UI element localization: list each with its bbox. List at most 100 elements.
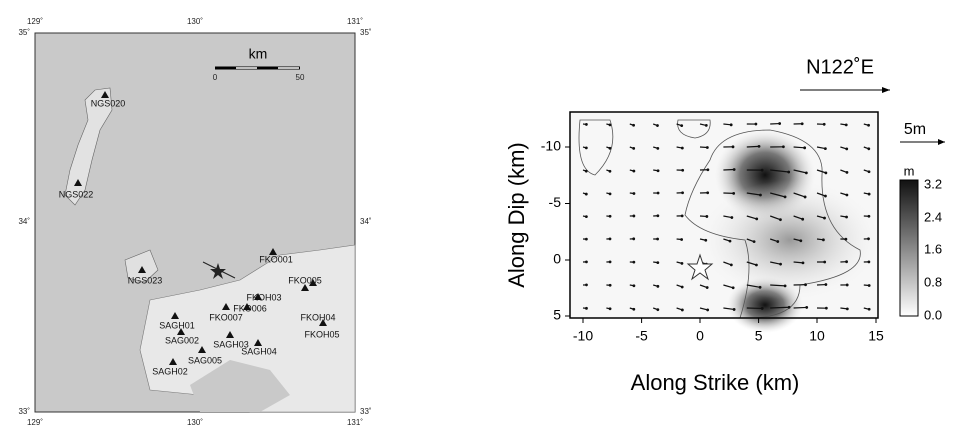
x-tick-label: -10 <box>573 328 593 344</box>
slip-vector-head <box>824 171 827 174</box>
slip-vector <box>723 169 734 170</box>
slip-vector-head <box>761 169 764 172</box>
map-panel: km 0 50 129˚ 130˚ 131˚ 129˚ 130˚ 131˚ 35… <box>18 17 371 427</box>
station-label: SAGH04 <box>241 346 277 356</box>
station-label: FKOH04 <box>300 312 335 322</box>
slip-vector-head <box>681 169 684 172</box>
slip-vector-head <box>656 124 659 127</box>
slip-vector-head <box>803 146 806 149</box>
slip-vector-head <box>609 215 612 218</box>
slip-vector-head <box>776 240 779 243</box>
slip-vector-head <box>681 286 684 289</box>
slip-vector-head <box>730 263 733 266</box>
y-axis-title: Along Dip (km) <box>504 142 529 287</box>
lon-label: 130˚ <box>187 418 203 427</box>
station-label: FKO007 <box>209 312 243 322</box>
slip-vector-head <box>609 284 612 287</box>
slip-vector-head <box>779 218 782 221</box>
scale-unit: km <box>249 46 268 62</box>
slip-vector-head <box>657 169 660 172</box>
slip-vector-head <box>867 260 870 263</box>
slip-vector-head <box>585 238 588 241</box>
slip-vector-head <box>868 170 871 173</box>
slip-vector-head <box>753 240 756 243</box>
lon-label: 131˚ <box>347 418 363 427</box>
slip-vector-head <box>823 261 826 264</box>
slip-vector-head <box>681 214 684 217</box>
slip-vector-head <box>585 284 588 287</box>
slip-vector-head <box>758 145 761 148</box>
slip-vector-head <box>824 195 827 198</box>
slip-vector-head <box>585 215 588 218</box>
slip-vector-head <box>681 147 684 150</box>
y-tick-label: -5 <box>549 194 562 210</box>
slip-vector-head <box>609 170 612 173</box>
slip-vector <box>794 307 807 308</box>
station-label: SAGH02 <box>152 366 188 376</box>
slip-vector-head <box>733 308 736 311</box>
slip-vector-head <box>585 307 588 310</box>
scale-label: 50 <box>296 73 305 82</box>
slip-vector-head <box>804 283 807 286</box>
slip-vector <box>794 147 805 148</box>
slip-vector-head <box>845 216 848 219</box>
slip-vector-head <box>729 240 732 243</box>
station-label: NGS023 <box>128 275 163 285</box>
slip-vector-head <box>761 307 764 310</box>
station-label: FKOH05 <box>304 329 339 339</box>
x-tick-label: 10 <box>809 328 825 344</box>
slip-vector-head <box>802 261 805 264</box>
slip-vector-head <box>681 262 684 265</box>
slip-vector-head <box>706 146 709 149</box>
slip-vector-head <box>804 196 807 199</box>
lon-label: 129˚ <box>27 17 43 26</box>
colorbar-label: 1.6 <box>924 241 942 256</box>
lat-label: 33˚ <box>360 407 372 416</box>
slip-vector-head <box>632 308 635 311</box>
slip-vector-head <box>823 217 826 220</box>
colorbar-unit: m <box>904 163 915 178</box>
slip-vector-head <box>656 285 659 288</box>
station-label: SAG002 <box>165 335 199 345</box>
station-label: FKOH03 <box>246 292 281 302</box>
lon-label: 131˚ <box>347 17 363 26</box>
slip-vector-head <box>868 193 871 196</box>
colorbar <box>900 180 918 316</box>
slip-vector-head <box>759 194 762 197</box>
slip-vector-head <box>680 124 683 127</box>
slip-vector-head <box>788 306 791 309</box>
slip-vector-head <box>609 307 612 310</box>
slip-vector-head <box>825 307 828 310</box>
slip-vector-head <box>824 147 827 150</box>
slip-vector-head <box>609 237 612 240</box>
y-tick-label: -10 <box>541 138 561 154</box>
slip-vector-head <box>805 171 808 174</box>
slip-vector-head <box>632 124 635 127</box>
station-label: NGS020 <box>91 98 126 108</box>
slip-vector-head <box>656 214 659 217</box>
station-label: FKO001 <box>259 254 293 264</box>
slip-vector-head <box>632 261 635 264</box>
slip-vector-head <box>732 192 735 195</box>
colorbar-label: 0.0 <box>924 307 942 322</box>
slip-vector-head <box>784 284 787 287</box>
y-tick-label: 0 <box>553 251 561 267</box>
x-tick-label: 0 <box>696 328 704 344</box>
slip-vector-head <box>823 123 826 126</box>
colorbar-label: 0.8 <box>924 274 942 289</box>
slip-vector-head <box>656 147 659 150</box>
arrow-scale <box>938 139 945 145</box>
slip-vector-head <box>705 215 708 218</box>
station-label: SAG005 <box>188 355 222 365</box>
slip-vector-head <box>681 309 684 312</box>
x-tick-label: 5 <box>755 328 763 344</box>
slip-vector-head <box>779 263 782 266</box>
slip-vector-head <box>805 306 808 309</box>
lat-label: 35˚ <box>360 28 372 37</box>
slip-vector-head <box>733 168 736 171</box>
slip-vector-head <box>824 283 827 286</box>
arrow-scale-label: 5m <box>904 121 926 138</box>
slip-vector-head <box>609 192 612 195</box>
slip-vector <box>794 262 803 263</box>
